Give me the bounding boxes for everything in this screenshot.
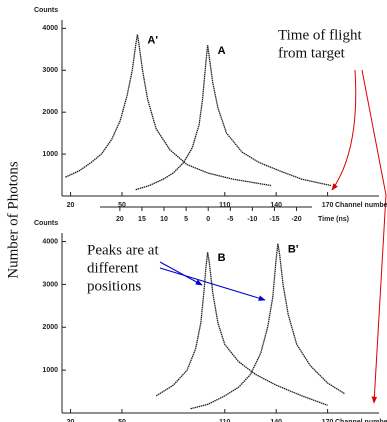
annotation: positions — [87, 278, 141, 294]
axis-title: Counts — [34, 7, 58, 14]
x-tick-label: 50 — [118, 202, 126, 209]
x-tick-label: 170 — [322, 419, 334, 422]
data-line — [135, 45, 332, 191]
series-label: A' — [147, 35, 158, 47]
y-tick-label: 2000 — [42, 324, 58, 331]
series-label: B' — [288, 244, 299, 256]
arrow — [159, 267, 266, 301]
time-tick-label: 10 — [160, 216, 168, 223]
y-tick-label: 3000 — [42, 281, 58, 288]
time-tick-label: -20 — [291, 216, 301, 223]
x-tick-label: 140 — [270, 202, 282, 209]
data-line — [155, 252, 328, 406]
y-tick-label: 1000 — [42, 151, 58, 158]
series-label: B — [218, 252, 226, 264]
y-tick-label: 1000 — [42, 367, 58, 374]
x-tick-label: 20 — [67, 419, 75, 422]
arrow — [361, 69, 387, 404]
annotation: different — [87, 260, 139, 276]
y-tick-label: 4000 — [42, 25, 58, 32]
x-tick-label: 50 — [118, 419, 126, 422]
time-tick-label: 5 — [184, 216, 188, 223]
x-tick-label: 110 — [219, 419, 230, 422]
arrow — [159, 261, 203, 286]
axis-title: Channel number — [335, 419, 387, 422]
data-line — [65, 34, 272, 187]
x-tick-label: 140 — [270, 419, 282, 422]
series-label: A — [218, 45, 226, 57]
time-tick-label: 20 — [116, 216, 124, 223]
axis-title: Counts — [34, 220, 58, 227]
annotation: Time of flight — [278, 27, 362, 43]
time-tick-label: -5 — [227, 216, 233, 223]
time-axis-title: Time (ns) — [318, 216, 349, 223]
time-tick-label: 15 — [138, 216, 146, 223]
x-tick-label: 20 — [67, 202, 75, 209]
time-tick-label: 0 — [206, 216, 210, 223]
y-tick-label: 2000 — [42, 109, 58, 116]
annotation: from target — [278, 45, 346, 61]
x-tick-label: 170 — [322, 202, 334, 209]
y-label: Number of Photons — [5, 161, 21, 279]
time-tick-label: -15 — [269, 216, 279, 223]
axis-title: Channel number — [335, 202, 387, 209]
y-tick-label: 3000 — [42, 67, 58, 74]
y-tick-label: 4000 — [42, 238, 58, 245]
x-tick-label: 110 — [219, 202, 230, 209]
arrow — [331, 69, 357, 191]
time-tick-label: -10 — [247, 216, 257, 223]
data-line — [190, 243, 346, 410]
annotation: Peaks are at — [87, 242, 159, 258]
